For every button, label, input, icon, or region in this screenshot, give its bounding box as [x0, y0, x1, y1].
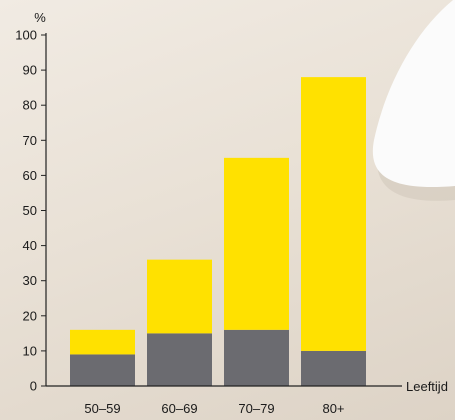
bar-upper-segment [301, 77, 366, 351]
y-tick-label: 60 [23, 168, 37, 183]
bar-upper-segment [70, 329, 135, 355]
x-tick-label: 80+ [322, 401, 344, 416]
y-tick-label: 20 [23, 308, 37, 323]
mouse-illustration [372, 0, 455, 201]
y-axis-title: % [34, 10, 46, 25]
mouse-body [372, 0, 455, 187]
y-tick-label: 50 [23, 203, 37, 218]
bar-upper-segment [224, 157, 289, 330]
bar-lower-segment [301, 350, 366, 386]
x-tick-label: 60–69 [161, 401, 197, 416]
y-tick-label: 0 [30, 379, 37, 394]
y-tick-label: 40 [23, 238, 37, 253]
bar-upper-segment [147, 259, 212, 334]
x-tick-label: 50–59 [84, 401, 120, 416]
bars [70, 77, 366, 386]
x-tick-label: 70–79 [238, 401, 274, 416]
x-axis-labels: 50–59 60–69 70–79 80+ [84, 401, 344, 416]
bar-lower-segment [224, 329, 289, 386]
y-axis: 0 10 20 30 40 50 60 70 80 90 100 [15, 28, 46, 394]
y-tick-label: 30 [23, 273, 37, 288]
y-tick-label: 80 [23, 98, 37, 113]
y-tick-label: 70 [23, 133, 37, 148]
y-tick-label: 10 [23, 343, 37, 358]
bar-lower-segment [70, 354, 135, 386]
bar-lower-segment [147, 333, 212, 386]
y-tick-label: 90 [23, 63, 37, 78]
x-axis-title: Leeftijd [406, 379, 448, 394]
y-tick-label: 100 [15, 28, 37, 43]
